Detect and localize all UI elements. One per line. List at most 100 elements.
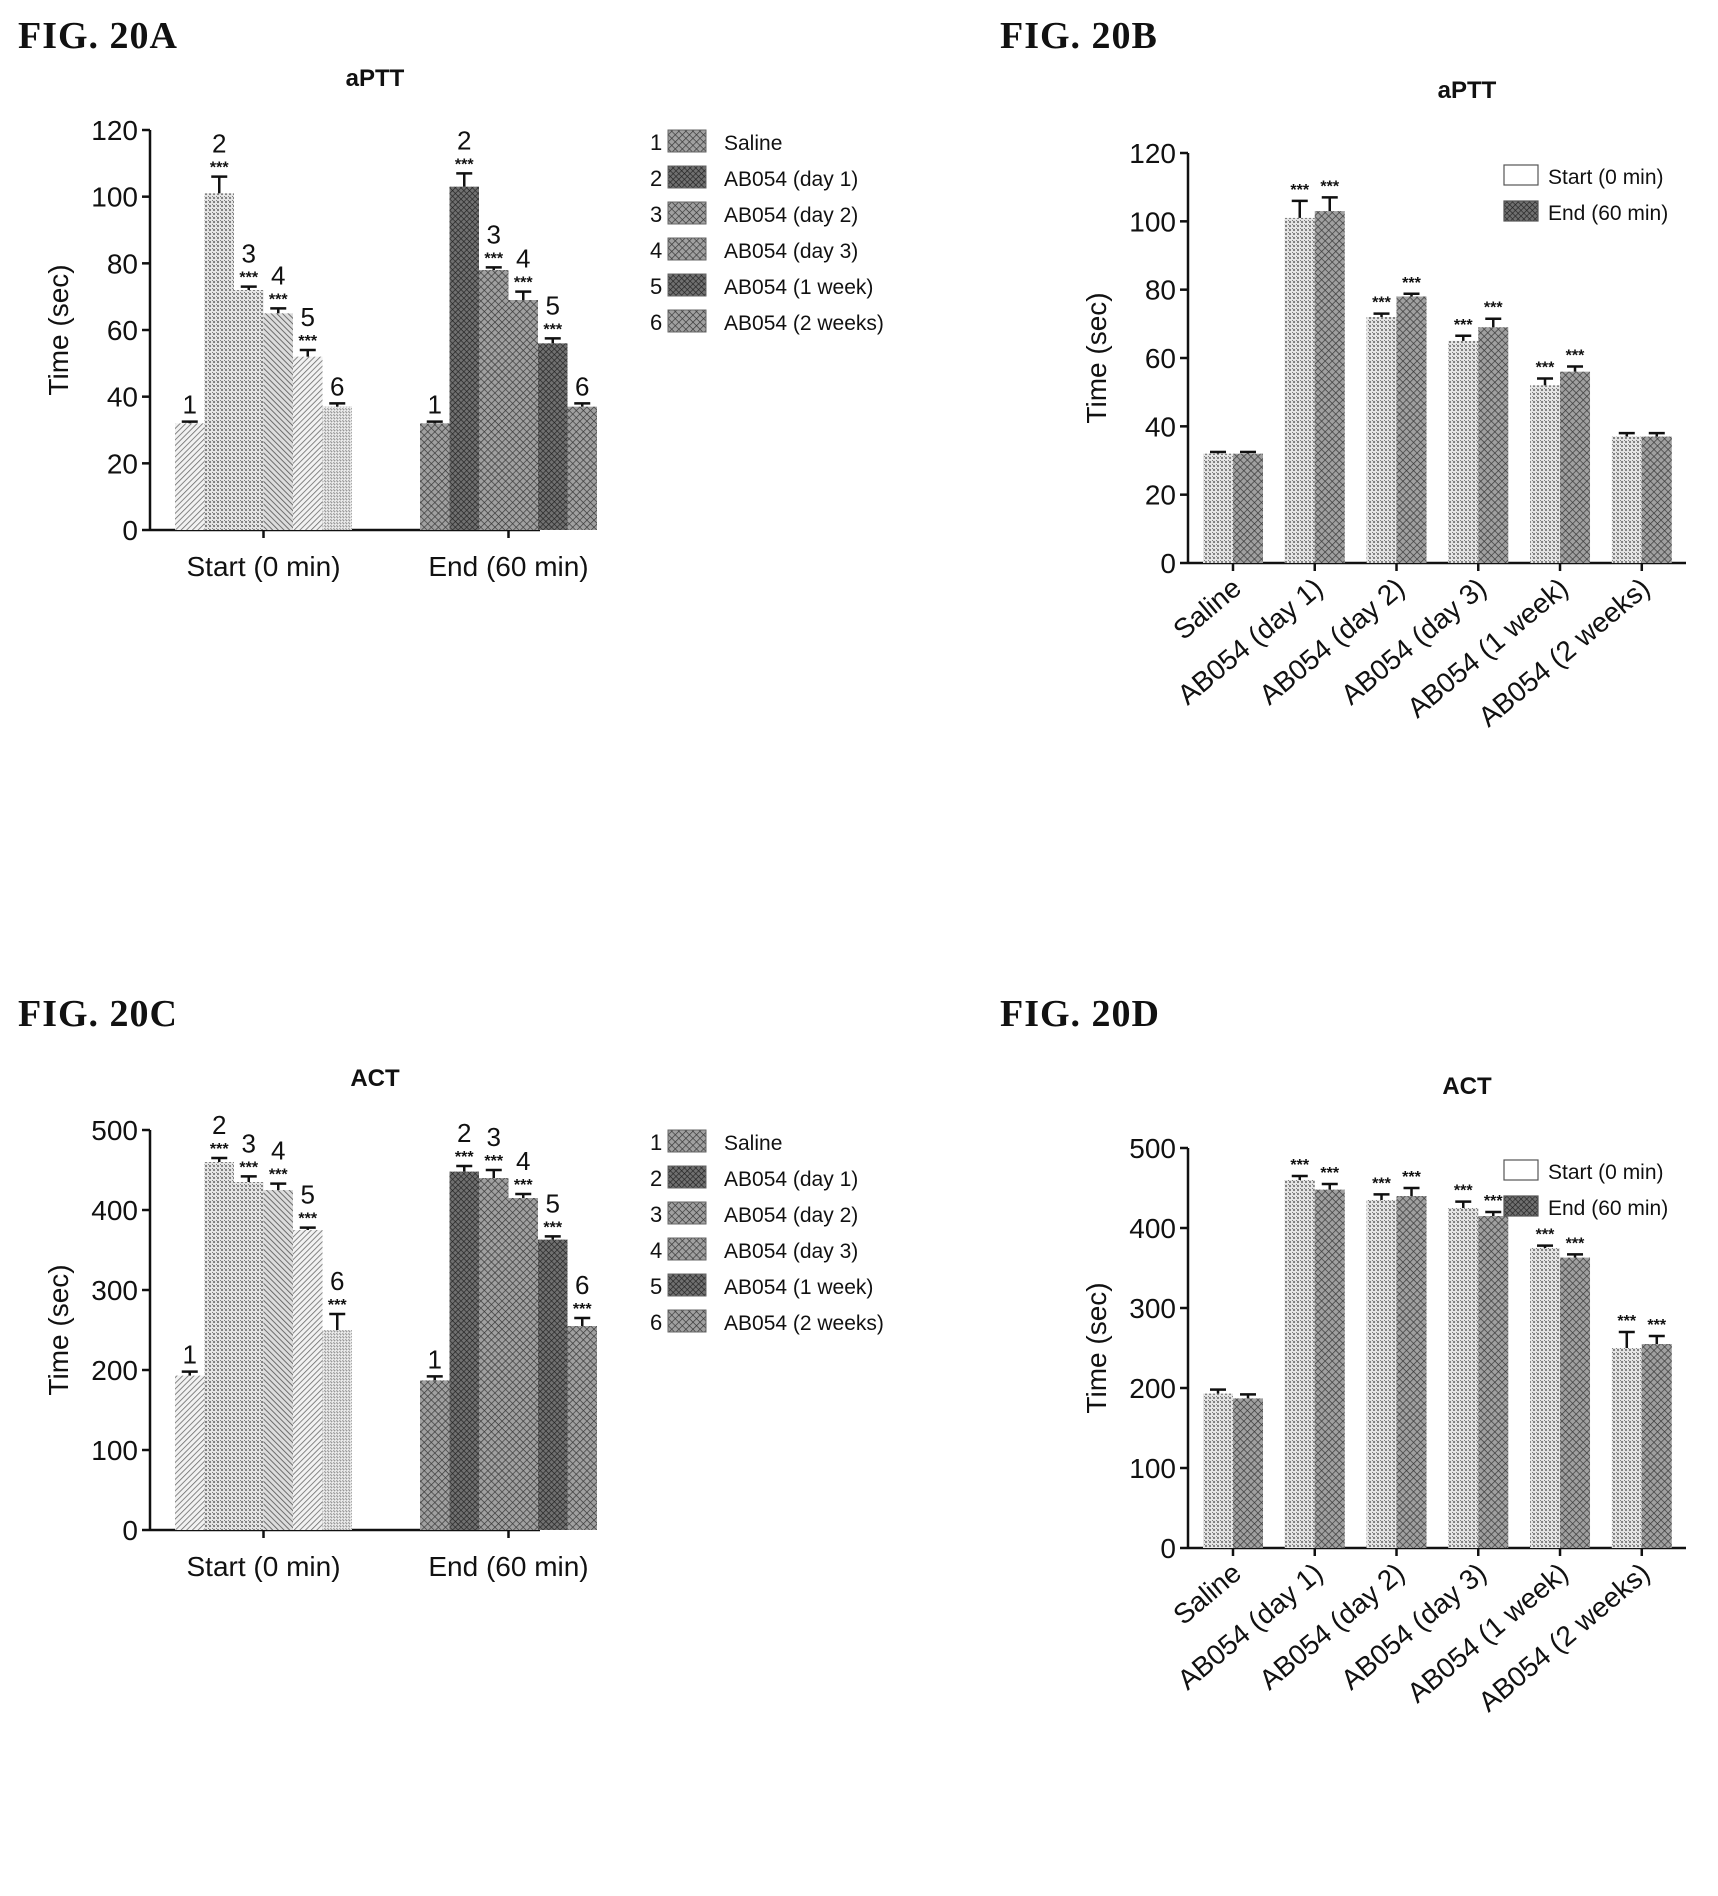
y-tick-label: 0 <box>1160 548 1176 579</box>
significance-marker: *** <box>484 250 503 267</box>
bar-number-label: 4 <box>516 244 530 274</box>
legend-swatch <box>667 165 707 189</box>
x-tick-label: End (60 min) <box>428 1551 588 1582</box>
y-tick-label: 120 <box>91 115 138 146</box>
y-tick-label: 80 <box>1145 275 1176 306</box>
legend-label: Saline <box>724 132 782 155</box>
legend-swatch <box>667 1129 707 1153</box>
significance-marker: *** <box>239 270 258 287</box>
bar-saline-end-60-min <box>1233 1398 1263 1548</box>
legend-number: 4 <box>650 238 662 263</box>
y-axis-label: Time (sec) <box>43 264 74 395</box>
legend-number: 3 <box>650 202 662 227</box>
significance-marker: *** <box>1290 1157 1309 1174</box>
legend-number: 2 <box>650 166 662 191</box>
bar-start-0-min-ab054-day-2 <box>234 290 264 530</box>
legend-label: End (60 min) <box>1548 1197 1668 1220</box>
significance-marker: *** <box>1647 1317 1666 1334</box>
bar-number-label: 3 <box>242 1128 256 1158</box>
significance-marker: *** <box>1484 300 1503 317</box>
chart-title: ACT <box>350 1065 400 1092</box>
y-tick-label: 0 <box>122 1515 138 1546</box>
legend-swatch <box>667 201 707 225</box>
legend-label: AB054 (day 1) <box>724 168 858 191</box>
bar-ab054-1-week-start-0-min <box>1530 385 1561 563</box>
legend-swatch <box>667 273 707 297</box>
bar-number-label: 1 <box>183 390 197 420</box>
significance-marker: *** <box>239 1159 258 1176</box>
bar-number-label: 2 <box>212 129 226 159</box>
significance-marker: *** <box>210 160 229 177</box>
significance-marker: *** <box>484 1153 503 1170</box>
significance-marker: *** <box>1617 1313 1636 1330</box>
significance-marker: *** <box>1402 1169 1421 1186</box>
bar-number-label: 5 <box>301 1180 315 1210</box>
legend-label: AB054 (1 week) <box>724 1276 873 1299</box>
bar-number-label: 4 <box>271 1136 285 1166</box>
bar-start-0-min-saline <box>175 1375 205 1530</box>
y-tick-label: 300 <box>1129 1293 1176 1324</box>
x-tick-label: End (60 min) <box>428 551 588 582</box>
significance-marker: *** <box>1454 317 1473 334</box>
chart-title: aPTT <box>346 65 405 92</box>
y-axis-label: Time (sec) <box>43 1264 74 1395</box>
bar-number-label: 4 <box>271 260 285 290</box>
bar-number-label: 3 <box>242 239 256 269</box>
figure-label-20d: FIG. 20D <box>1000 993 1160 1035</box>
bar-number-label: 5 <box>546 290 560 320</box>
bar-ab054-day-1-end-60-min <box>1314 1189 1345 1548</box>
legend-label: AB054 (day 2) <box>724 204 858 227</box>
bar-start-0-min-ab054-day-3 <box>263 313 293 530</box>
legend-swatch <box>1503 1159 1539 1181</box>
bar-ab054-day-2-start-0-min <box>1366 317 1397 563</box>
y-tick-label: 100 <box>1129 1453 1176 1484</box>
bar-start-0-min-ab054-day-1 <box>204 193 234 531</box>
bar-saline-start-0-min <box>1203 1393 1233 1548</box>
y-tick-label: 60 <box>1145 343 1176 374</box>
significance-marker: *** <box>1536 1227 1555 1244</box>
bar-ab054-2-weeks-end-60-min <box>1641 436 1672 563</box>
bar-start-0-min-saline <box>175 423 205 530</box>
legend-swatch <box>667 237 707 261</box>
legend-number: 6 <box>650 1310 662 1335</box>
legend-number: 1 <box>650 1130 662 1155</box>
significance-marker: *** <box>1402 275 1421 292</box>
y-tick-label: 100 <box>1129 206 1176 237</box>
y-tick-label: 60 <box>107 315 138 346</box>
significance-marker: *** <box>1290 182 1309 199</box>
chart-title: aPTT <box>1438 77 1497 104</box>
significance-marker: *** <box>455 156 474 173</box>
legend-number: 6 <box>650 310 662 335</box>
legend-label: Saline <box>724 1132 782 1155</box>
legend-label: AB054 (day 3) <box>724 1240 858 1263</box>
bar-saline-start-0-min <box>1203 453 1233 563</box>
legend-label: Start (0 min) <box>1548 1161 1664 1184</box>
legend-label: Start (0 min) <box>1548 166 1664 189</box>
bar-ab054-day-1-end-60-min <box>1314 211 1345 564</box>
legend-label: AB054 (day 1) <box>724 1168 858 1191</box>
x-tick-label: Start (0 min) <box>186 551 340 582</box>
legend-label: AB054 (day 3) <box>724 240 858 263</box>
y-axis-label: Time (sec) <box>1081 1282 1112 1413</box>
bar-number-label: 2 <box>212 1110 226 1140</box>
significance-marker: *** <box>269 1167 288 1184</box>
legend-label: AB054 (2 weeks) <box>724 1312 884 1335</box>
legend-swatch <box>667 1201 707 1225</box>
bar-number-label: 1 <box>428 1344 442 1374</box>
legend-label: AB054 (2 weeks) <box>724 312 884 335</box>
legend-number: 4 <box>650 1238 662 1263</box>
bar-number-label: 6 <box>575 1270 589 1300</box>
bar-ab054-day-2-end-60-min <box>1396 1196 1427 1548</box>
bar-number-label: 1 <box>428 390 442 420</box>
significance-marker: *** <box>514 275 533 292</box>
y-tick-label: 40 <box>1145 411 1176 442</box>
significance-marker: *** <box>573 1301 592 1318</box>
y-tick-label: 100 <box>91 182 138 213</box>
significance-marker: *** <box>543 321 562 338</box>
bar-number-label: 5 <box>301 302 315 332</box>
bar-end-60-min-saline <box>420 423 450 530</box>
legend-swatch <box>667 309 707 333</box>
